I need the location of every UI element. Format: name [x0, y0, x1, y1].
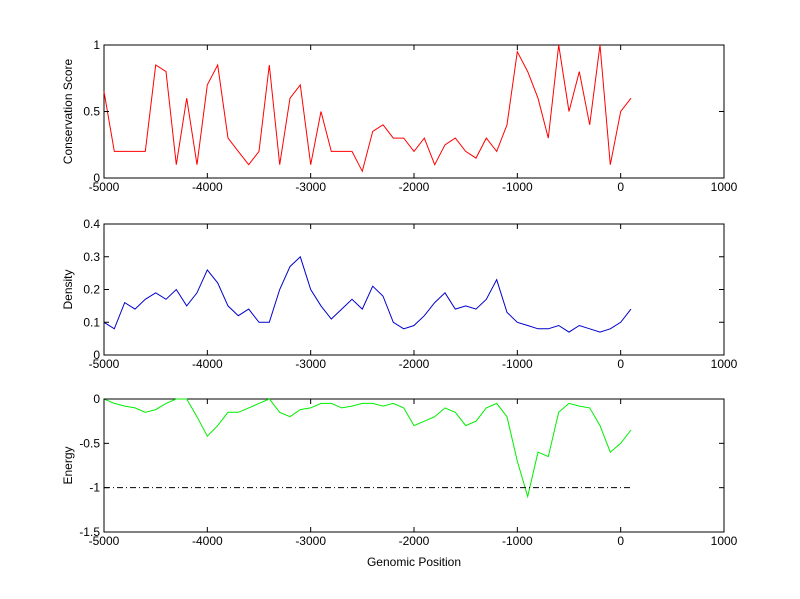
- x-tick-label: -3000: [295, 357, 326, 371]
- x-tick-label: -3000: [295, 534, 326, 548]
- x-tick-label: -2000: [399, 180, 430, 194]
- x-tick-label: 0: [617, 180, 624, 194]
- x-tick-label: -5000: [89, 534, 120, 548]
- x-tick-label: 1000: [711, 180, 738, 194]
- data-line: [103, 44, 632, 173]
- y-tick-label: -1: [89, 481, 100, 495]
- x-tick-label: -2000: [399, 357, 430, 371]
- x-tick-label: -4000: [192, 534, 223, 548]
- y-tick-label: 0.2: [83, 283, 100, 297]
- axes-frame: [103, 44, 725, 179]
- y-tick-label: 0.4: [83, 217, 100, 231]
- axes-frame: [103, 398, 725, 533]
- data-line: [103, 255, 632, 333]
- x-tick-label: -1000: [502, 534, 533, 548]
- y-tick-label: 1: [93, 38, 100, 52]
- y-axis-label: Conservation Score: [61, 58, 75, 164]
- y-axis-label: Density: [61, 269, 75, 309]
- x-tick-label: -5000: [89, 180, 120, 194]
- x-tick-label: -1000: [502, 180, 533, 194]
- y-tick-label: 0.3: [83, 250, 100, 264]
- y-tick-label: 0: [93, 348, 100, 362]
- y-tick-label: 0: [93, 392, 100, 406]
- x-tick-label: -5000: [89, 357, 120, 371]
- x-tick-label: 1000: [711, 357, 738, 371]
- y-tick-label: 0: [93, 171, 100, 185]
- x-axis-label: Genomic Position: [367, 555, 461, 569]
- y-tick-label: 0.5: [83, 105, 100, 119]
- x-tick-label: -3000: [295, 180, 326, 194]
- x-tick-label: -1000: [502, 357, 533, 371]
- x-tick-label: 0: [617, 357, 624, 371]
- y-tick-label: 0.1: [83, 315, 100, 329]
- data-line: [103, 398, 632, 499]
- axes-frame: [103, 223, 725, 356]
- y-axis-label: Energy: [61, 446, 75, 484]
- x-tick-label: -2000: [399, 534, 430, 548]
- x-tick-label: 1000: [711, 534, 738, 548]
- y-tick-label: -1.5: [79, 525, 100, 539]
- x-tick-label: 0: [617, 534, 624, 548]
- x-tick-label: -4000: [192, 180, 223, 194]
- x-tick-label: -4000: [192, 357, 223, 371]
- y-tick-label: -0.5: [79, 436, 100, 450]
